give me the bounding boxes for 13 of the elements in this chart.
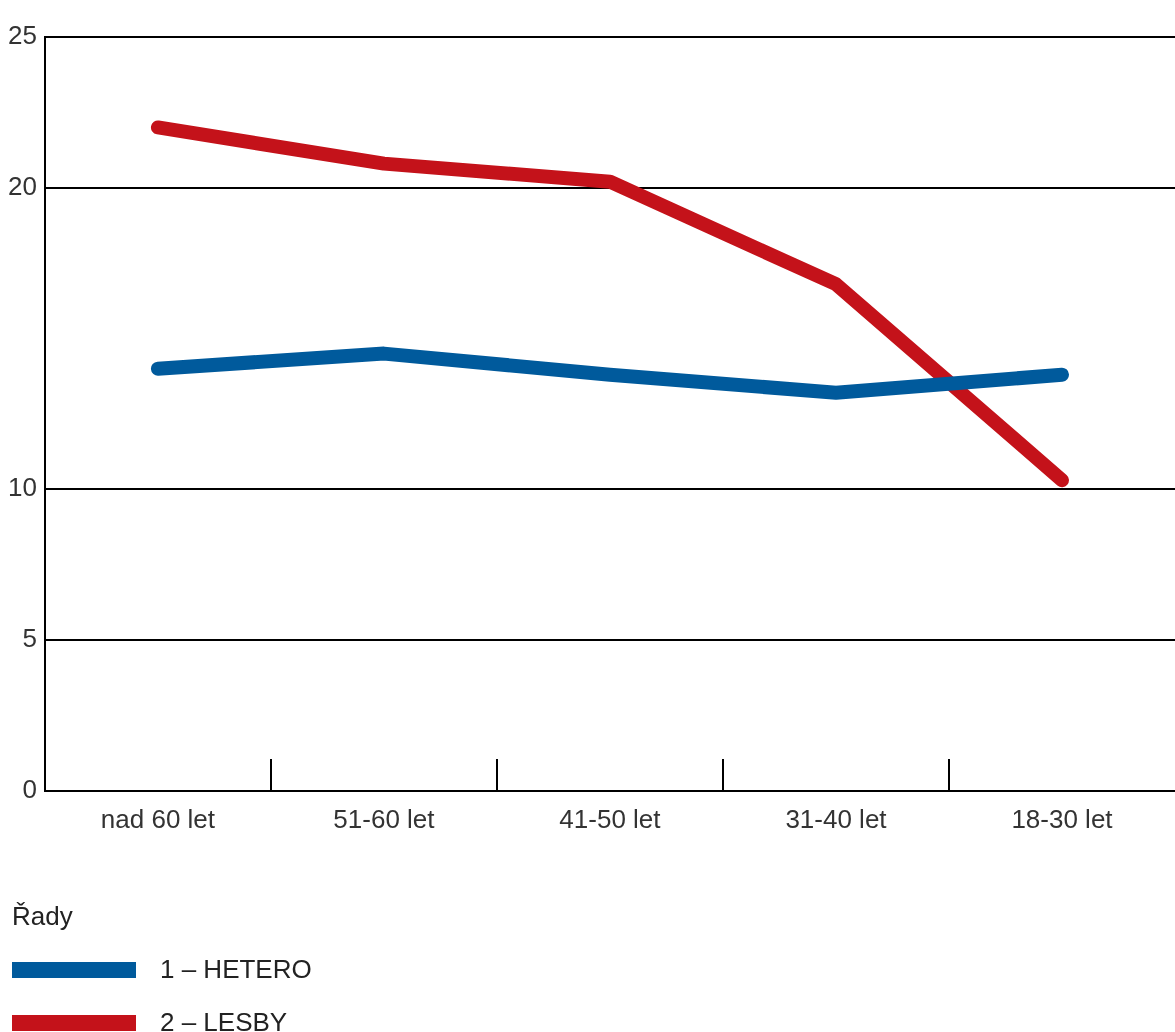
y-tick-label: 20 <box>8 170 37 201</box>
legend-label: 2 – LESBY <box>160 1007 288 1032</box>
y-tick-label: 10 <box>8 472 37 503</box>
x-tick-label: 31-40 let <box>785 803 888 834</box>
x-tick-label: 41-50 let <box>559 803 662 834</box>
y-tick-label: 25 <box>8 20 37 51</box>
legend-label: 1 – HETERO <box>160 954 312 985</box>
x-tick-label: nad 60 let <box>100 803 216 834</box>
x-tick-label: 18-30 let <box>1011 803 1114 834</box>
y-tick-label: 0 <box>22 773 37 804</box>
legend-title: Řady <box>12 900 74 933</box>
y-tick-label: 5 <box>22 623 37 654</box>
x-tick-label: 51-60 let <box>333 803 436 834</box>
